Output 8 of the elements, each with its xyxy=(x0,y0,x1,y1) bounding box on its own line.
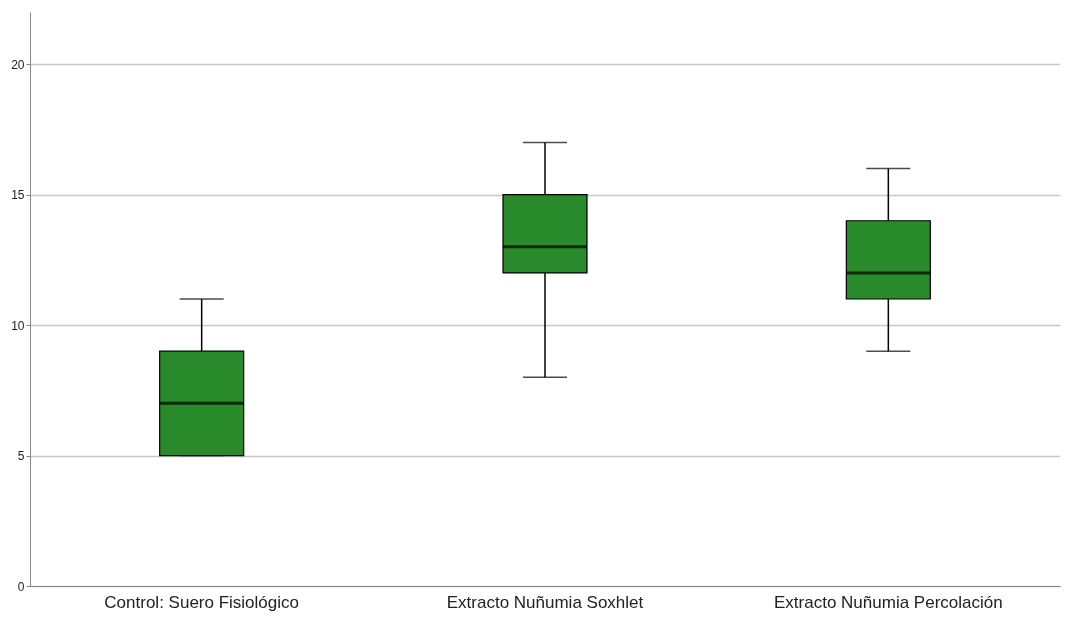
y-tick-label: 20 xyxy=(11,57,25,72)
y-tick-label: 10 xyxy=(11,318,25,333)
x-tick-label: Extracto Nuñumia Soxhlet xyxy=(446,592,644,612)
y-tick-label: 0 xyxy=(17,579,25,594)
y-tick-label: 15 xyxy=(11,188,25,203)
x-tick-label: Control: Suero Fisiológico xyxy=(104,592,299,612)
x-tick-label: Extracto Nuñumia Percolación xyxy=(774,592,1003,612)
y-tick-label: 5 xyxy=(17,449,25,464)
